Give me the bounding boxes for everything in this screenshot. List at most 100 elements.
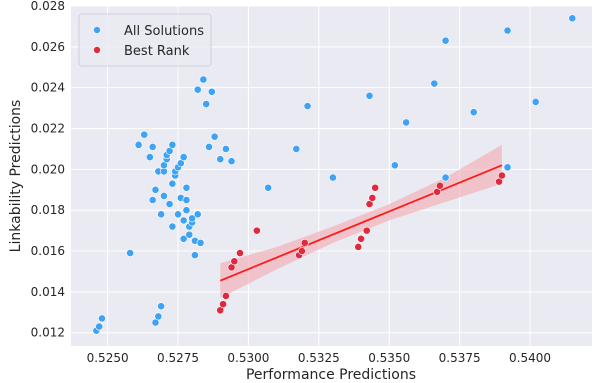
best-rank-point <box>354 243 363 251</box>
best-rank-points <box>216 171 506 315</box>
confidence-band-layer <box>220 144 502 299</box>
all-solutions-point <box>182 206 191 215</box>
all-solutions-point <box>140 130 149 139</box>
all-solutions-point <box>145 153 154 162</box>
y-tick-label: 0.012 <box>31 326 65 340</box>
best-rank-point <box>252 226 261 235</box>
all-solutions-point <box>148 196 157 204</box>
all-solutions-point <box>95 322 104 331</box>
all-solutions-point <box>160 192 168 200</box>
y-tick-label: 0.026 <box>31 40 65 54</box>
all-solutions-point <box>179 234 188 243</box>
y-axis-ticks: 0.012 0.014 0.016 0.018 0.020 0.022 0.024 0.026… <box>31 0 65 340</box>
all-solutions-point <box>441 36 450 45</box>
all-solutions-point <box>221 145 230 153</box>
best-rank-point <box>219 300 227 309</box>
all-solutions-point <box>182 183 191 192</box>
x-tick-label: 0.5275 <box>157 351 199 365</box>
best-rank-point <box>371 183 380 192</box>
all-solutions-point <box>148 143 157 151</box>
regression-line <box>219 164 503 282</box>
best-rank-point <box>236 249 244 257</box>
legend-marker-all-solutions <box>93 26 101 34</box>
all-solutions-point <box>191 251 199 260</box>
all-solutions-point <box>98 314 106 323</box>
best-rank-point <box>362 226 371 235</box>
best-rank-point <box>230 257 239 266</box>
all-solutions-point <box>430 79 439 88</box>
all-solutions-point <box>165 200 174 208</box>
all-solutions-point <box>151 185 160 194</box>
all-solutions-point <box>303 102 312 110</box>
all-solutions-point <box>157 210 166 219</box>
y-tick-label: 0.028 <box>31 0 65 13</box>
y-tick-label: 0.020 <box>31 162 65 176</box>
x-tick-label: 0.5375 <box>439 351 481 365</box>
legend-label-all-solutions: All Solutions <box>124 24 204 39</box>
all-solutions-point <box>168 222 177 231</box>
best-rank-point <box>368 194 377 202</box>
all-solutions-point <box>568 14 577 23</box>
legend: All Solutions Best Rank <box>78 13 212 67</box>
all-solutions-point <box>207 87 216 96</box>
all-solutions-point <box>365 91 374 100</box>
all-solutions-point <box>402 118 411 127</box>
all-solutions-point <box>469 108 478 117</box>
all-solutions-point <box>196 238 205 247</box>
y-tick-label: 0.024 <box>31 81 65 95</box>
all-solutions-point <box>264 183 273 192</box>
all-solutions-point <box>182 196 191 204</box>
all-solutions-point <box>154 312 163 321</box>
x-tick-label: 0.5300 <box>227 351 269 365</box>
grid-lines <box>71 5 592 346</box>
all-solutions-points <box>92 14 577 335</box>
all-solutions-point <box>179 216 188 225</box>
all-solutions-point <box>202 100 211 108</box>
fit-line-layer <box>219 164 503 282</box>
all-solutions-point <box>188 214 196 223</box>
all-solutions-point <box>205 143 213 151</box>
all-solutions-point <box>292 145 301 153</box>
all-solutions-point <box>199 75 208 84</box>
y-axis-label: Linkability Predictions <box>8 100 24 253</box>
all-solutions-point <box>168 179 177 188</box>
best-rank-point <box>436 181 444 190</box>
all-solutions-point <box>216 155 225 164</box>
y-tick-label: 0.022 <box>31 122 65 136</box>
all-solutions-point <box>329 173 337 182</box>
y-tick-label: 0.018 <box>31 203 65 217</box>
legend-label-best-rank: Best Rank <box>124 44 190 59</box>
x-tick-label: 0.5400 <box>509 351 551 365</box>
x-axis-ticks: 0.5250 0.5275 0.5300 0.5325 0.5350 0.5375 0.54… <box>87 351 551 365</box>
all-solutions-point <box>441 173 450 182</box>
all-solutions-point <box>193 210 202 219</box>
best-rank-point <box>300 238 309 247</box>
all-solutions-point <box>126 249 135 257</box>
all-solutions-point <box>503 26 512 35</box>
x-tick-label: 0.5325 <box>298 351 340 365</box>
all-solutions-point <box>157 302 166 311</box>
legend-marker-best-rank <box>93 46 101 54</box>
all-solutions-point <box>168 140 177 149</box>
all-solutions-point <box>390 161 399 170</box>
y-tick-label: 0.016 <box>31 244 65 258</box>
y-tick-label: 0.014 <box>31 285 65 299</box>
confidence-band <box>220 144 502 299</box>
all-solutions-point <box>179 153 188 162</box>
best-rank-point <box>357 234 365 243</box>
best-rank-point <box>497 171 506 180</box>
x-axis-label: Performance Predictions <box>246 367 416 383</box>
best-rank-point <box>298 247 306 255</box>
legend-box <box>78 13 212 67</box>
x-tick-label: 0.5350 <box>368 351 410 365</box>
best-rank-point <box>221 292 230 300</box>
all-solutions-point <box>134 140 143 149</box>
all-solutions-point <box>531 98 540 106</box>
all-solutions-point <box>185 230 194 239</box>
all-solutions-point <box>227 157 236 166</box>
all-solutions-point <box>210 132 219 141</box>
all-solutions-point <box>503 163 512 172</box>
x-tick-label: 0.5250 <box>87 351 129 365</box>
all-solutions-point <box>193 85 202 94</box>
